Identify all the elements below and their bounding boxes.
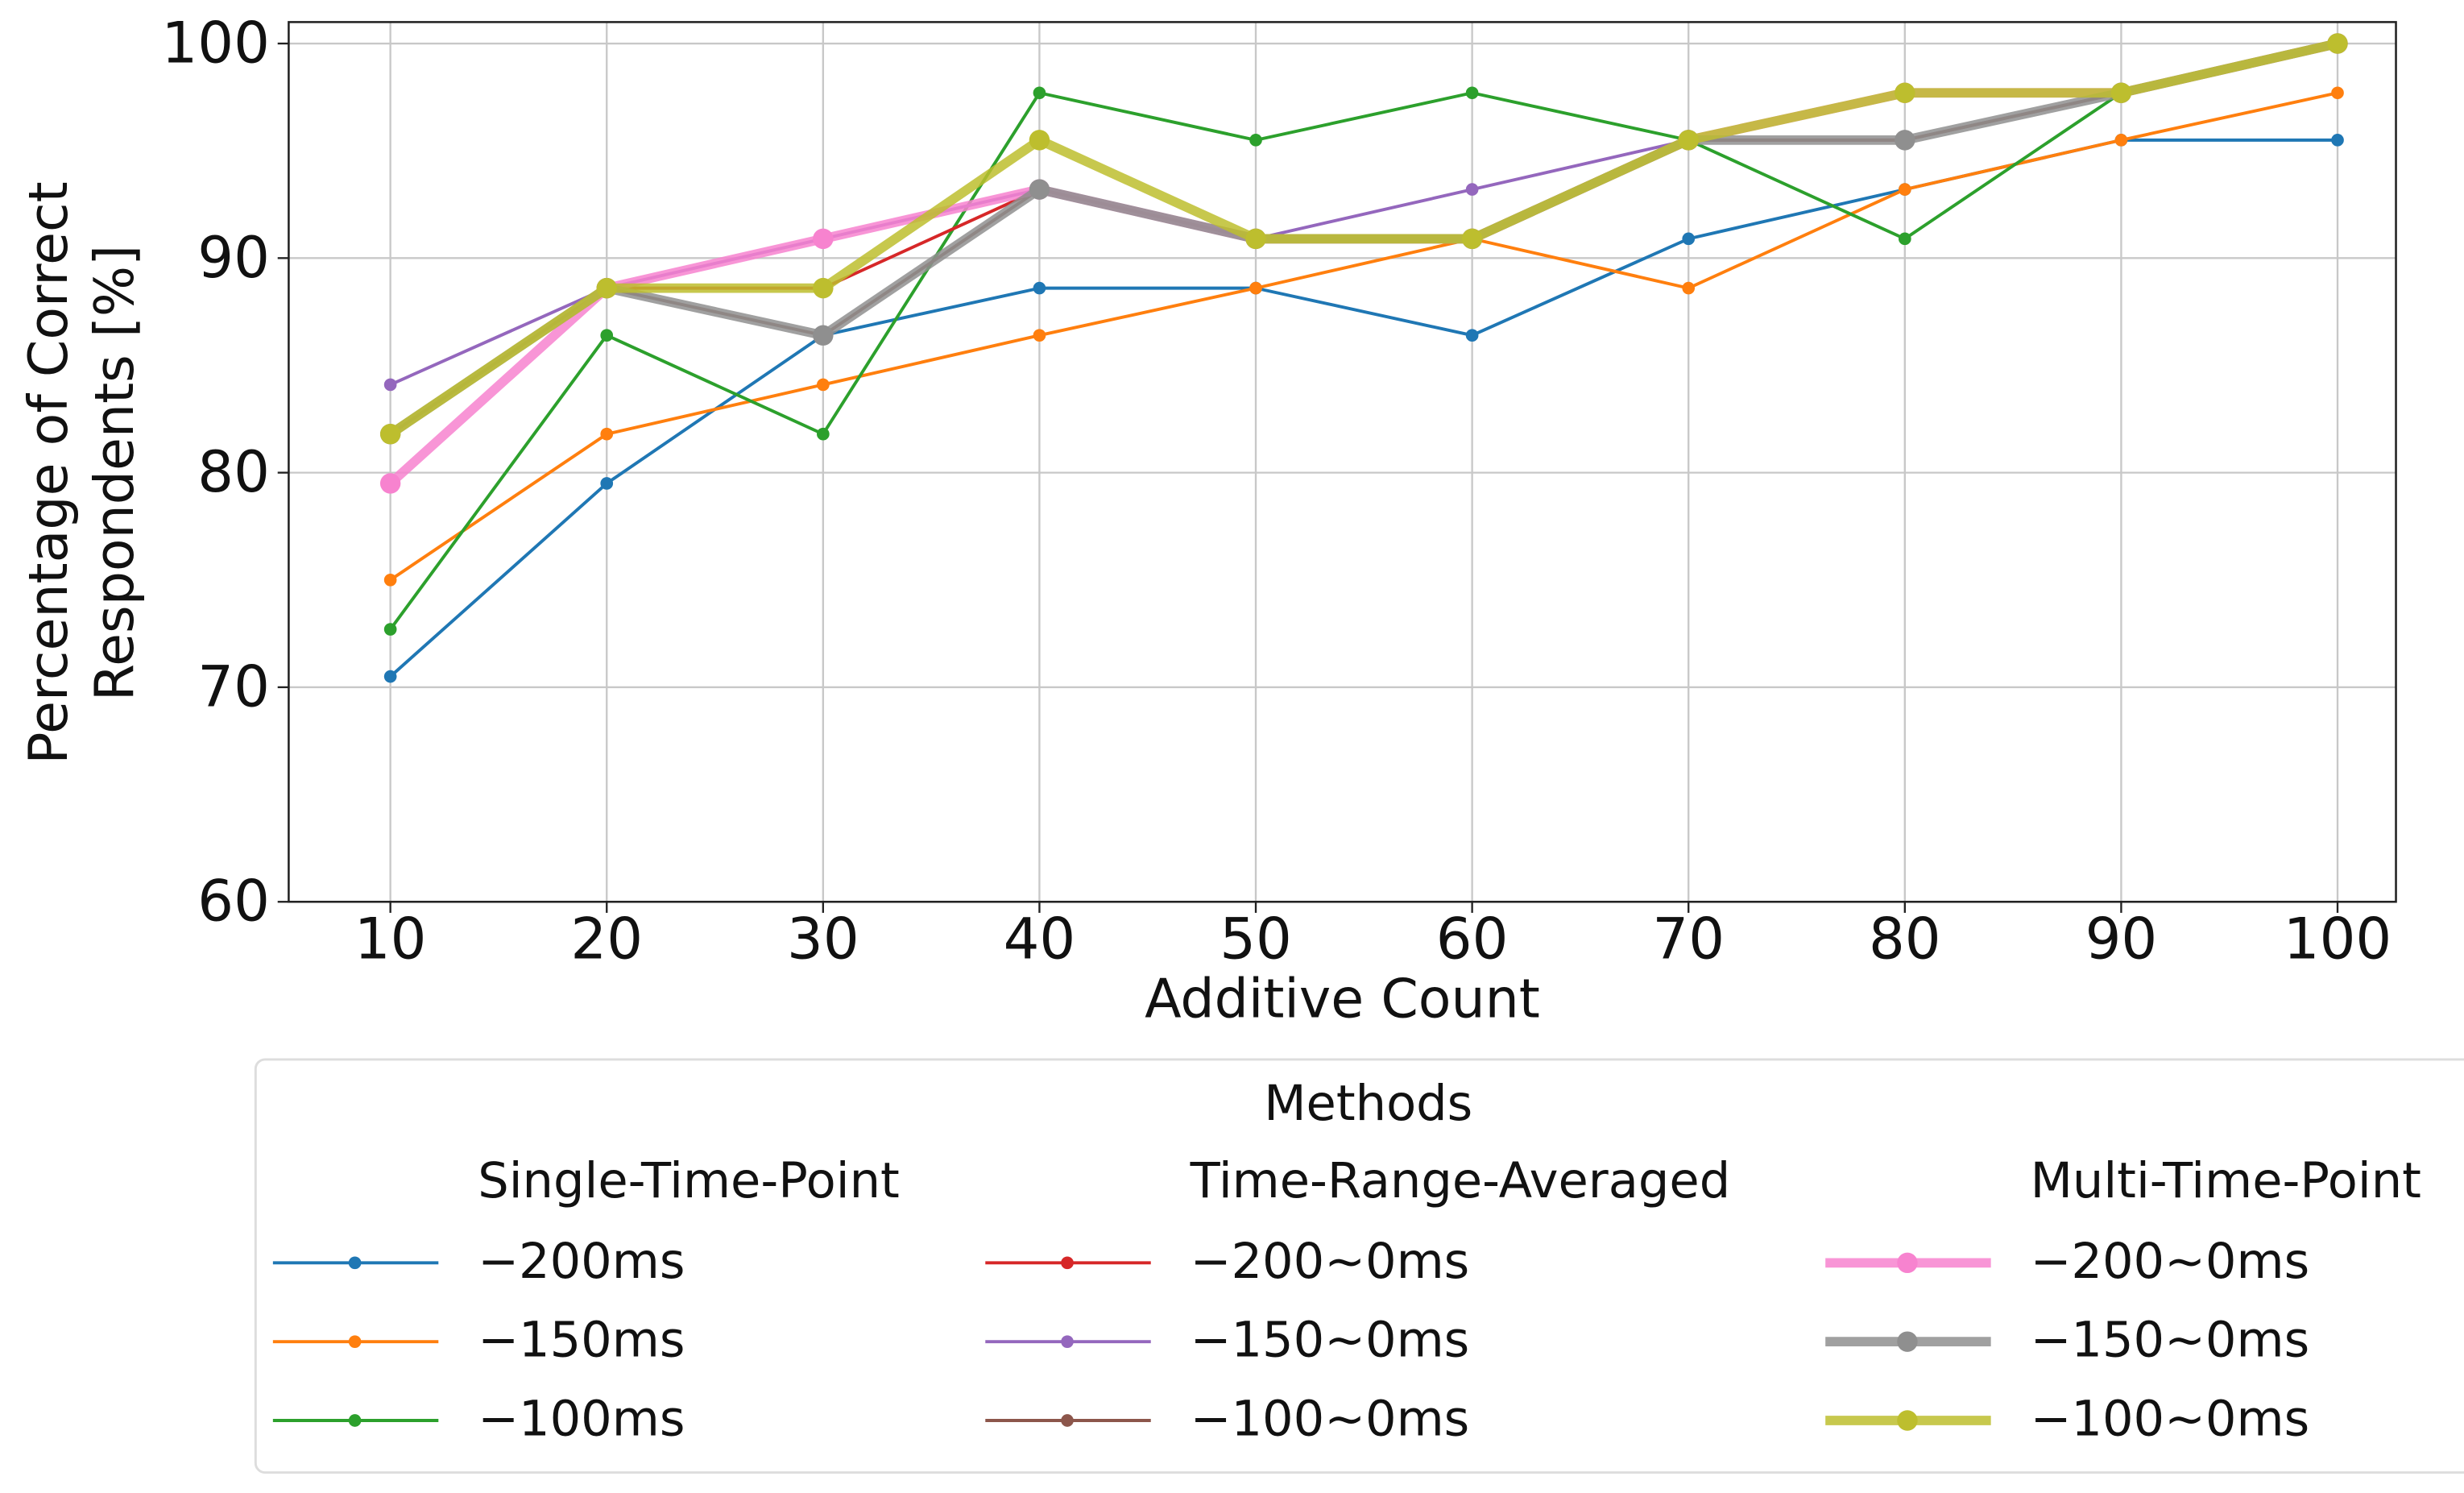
x-tick-label: 80 — [1869, 906, 1941, 973]
x-tick-label: 30 — [787, 906, 859, 973]
series-marker — [813, 325, 834, 346]
series-marker — [1465, 86, 1479, 100]
series-marker — [1033, 86, 1046, 100]
series-marker — [379, 473, 401, 494]
series-marker — [1249, 134, 1262, 147]
legend-label: −150ms — [478, 1313, 685, 1369]
series-marker — [2327, 33, 2348, 54]
legend-label: −200ms — [478, 1234, 685, 1290]
y-tick-label: 90 — [197, 225, 270, 291]
y-tick-label: 70 — [197, 653, 270, 720]
series-marker — [1895, 82, 1915, 103]
legend-marker — [1897, 1252, 1918, 1274]
series-marker — [600, 477, 614, 490]
series-marker — [1033, 281, 1046, 295]
series-marker — [600, 329, 614, 342]
series-marker — [1898, 183, 1911, 196]
series-marker — [2114, 134, 2128, 147]
series-marker — [1029, 130, 1050, 151]
series-marker — [817, 427, 830, 441]
series-line — [387, 39, 2339, 438]
y-tick-label: 100 — [161, 10, 269, 76]
series-marker — [600, 427, 614, 441]
series-marker — [1245, 228, 1266, 250]
legend-label: −200~0ms — [2031, 1234, 2310, 1290]
legend-label: −100~0ms — [1191, 1391, 1470, 1448]
y-tick-label: 80 — [197, 439, 270, 505]
series-marker — [813, 277, 834, 299]
series-marker — [1682, 232, 1696, 246]
x-tick-label: 10 — [354, 906, 427, 973]
x-tick-label: 60 — [1436, 906, 1509, 973]
legend-label: −100~0ms — [2031, 1391, 2310, 1448]
series-marker — [1895, 130, 1915, 151]
x-axis-label: Additive Count — [1145, 968, 1540, 1031]
legend-label: −100ms — [478, 1391, 685, 1448]
plot-frame — [288, 21, 2397, 903]
legend-group-title: Single-Time-Point — [478, 1153, 900, 1209]
series-marker — [1682, 281, 1696, 295]
legend-marker — [348, 1335, 362, 1348]
series-marker — [1029, 179, 1050, 200]
series-marker — [1033, 329, 1046, 342]
legend-label: −150~0ms — [2031, 1313, 2310, 1369]
series-marker — [383, 670, 397, 683]
x-tick-label: 40 — [1004, 906, 1076, 973]
series-marker — [383, 378, 397, 392]
series-line — [389, 138, 2338, 678]
x-tick-label: 100 — [2284, 906, 2392, 973]
series-marker — [596, 277, 617, 299]
legend-marker — [348, 1256, 362, 1270]
series-marker — [1678, 130, 1699, 151]
series-marker — [1461, 228, 1483, 250]
x-tick-label: 70 — [1652, 906, 1725, 973]
y-axis-label: Respondents [%] — [83, 245, 146, 701]
legend-label: −150~0ms — [1191, 1313, 1470, 1369]
x-tick-label: 20 — [570, 906, 643, 973]
series-marker — [2331, 86, 2344, 100]
x-tick-label: 50 — [1220, 906, 1292, 973]
y-axis-label: Percentage of Correct — [17, 181, 80, 764]
series-marker — [817, 378, 830, 392]
legend-group-title: Time-Range-Averaged — [1190, 1153, 1731, 1209]
series-line — [389, 91, 2338, 582]
series-marker — [1898, 232, 1911, 246]
series-marker — [2110, 82, 2132, 103]
series-line — [389, 42, 2338, 631]
legend-marker — [348, 1414, 362, 1427]
legend-label: −200~0ms — [1191, 1234, 1470, 1290]
legend-marker — [1061, 1256, 1074, 1270]
series-marker — [2331, 134, 2344, 147]
series-marker — [813, 228, 834, 250]
series-marker — [1465, 183, 1479, 196]
y-tick-label: 60 — [197, 869, 270, 935]
x-tick-label: 90 — [2085, 906, 2158, 973]
legend-marker — [1061, 1335, 1074, 1348]
legend-marker — [1897, 1331, 1918, 1352]
series-marker — [379, 423, 401, 445]
series-marker — [1249, 281, 1262, 295]
legend-box — [254, 1058, 2464, 1474]
legend-marker — [1897, 1410, 1918, 1431]
legend-group-title: Multi-Time-Point — [2031, 1153, 2421, 1209]
legend-marker — [1061, 1414, 1074, 1427]
series-marker — [1465, 329, 1479, 342]
series-marker — [383, 573, 397, 587]
series-marker — [383, 623, 397, 636]
legend-title: Methods — [1264, 1076, 1472, 1132]
